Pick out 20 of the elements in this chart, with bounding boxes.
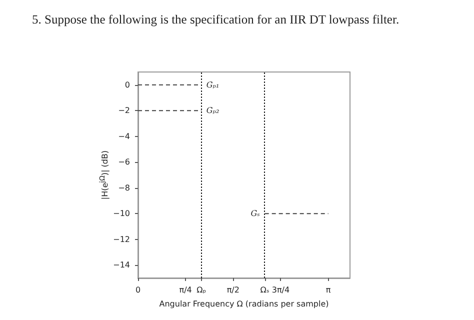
x-axis-title: Angular Frequency Ω (radians per sample) [159,300,329,308]
y-tick-label: −4 [118,132,130,141]
y-tick-label: −10 [113,209,130,218]
x-tick-label: π/2 [226,286,240,294]
chart-title: 5. Suppose the following is the specification for an IIR DT lowpass filter. [32,12,400,26]
x-tick-label: π/4 [179,286,192,294]
series-label: Gₛ [250,209,260,218]
x-tick-label: 0 [135,286,141,294]
y-tick-label: −6 [118,158,130,167]
y-tick-label: −12 [113,234,130,244]
series-label: Gₚ₁ [206,80,220,90]
x-tick-label: Ωₚ [196,286,206,294]
y-tick-label: −2 [118,106,130,116]
y-tick-label: −8 [118,183,130,192]
x-tick-label: Ωₛ [260,286,270,294]
y-tick-label: −14 [113,260,130,270]
series-label: Gₚ₂ [206,106,220,116]
x-tick-label: 3π/4 [272,286,290,294]
x-tick-label: π [326,286,331,294]
y-tick-label: 0 [124,80,130,90]
